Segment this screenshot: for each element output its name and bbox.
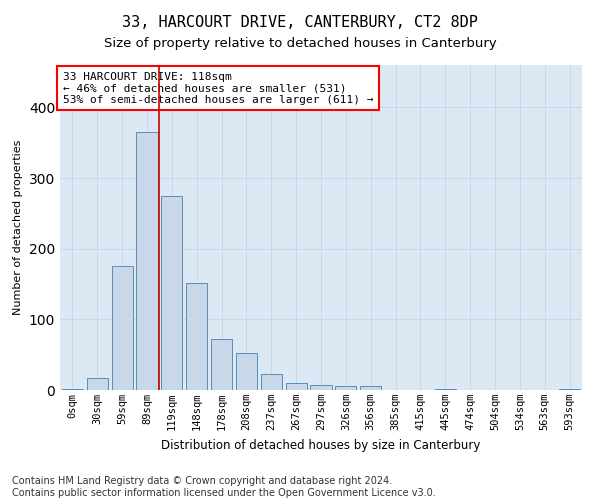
Bar [87, 378, 108, 390]
Bar [261, 374, 282, 390]
Bar [136, 132, 158, 390]
Bar [360, 386, 381, 390]
Bar [559, 388, 580, 390]
Y-axis label: Number of detached properties: Number of detached properties [13, 140, 23, 315]
Text: Size of property relative to detached houses in Canterbury: Size of property relative to detached ho… [104, 38, 496, 51]
Text: Contains HM Land Registry data © Crown copyright and database right 2024.
Contai: Contains HM Land Registry data © Crown c… [12, 476, 436, 498]
Bar [286, 383, 307, 390]
Bar [186, 282, 207, 390]
Bar [62, 388, 83, 390]
Bar [211, 339, 232, 390]
Bar [161, 196, 182, 390]
Bar [310, 385, 332, 390]
Text: 33 HARCOURT DRIVE: 118sqm
← 46% of detached houses are smaller (531)
53% of semi: 33 HARCOURT DRIVE: 118sqm ← 46% of detac… [62, 72, 373, 104]
Bar [236, 352, 257, 390]
Text: 33, HARCOURT DRIVE, CANTERBURY, CT2 8DP: 33, HARCOURT DRIVE, CANTERBURY, CT2 8DP [122, 15, 478, 30]
Bar [335, 386, 356, 390]
Bar [435, 388, 456, 390]
Bar [112, 266, 133, 390]
X-axis label: Distribution of detached houses by size in Canterbury: Distribution of detached houses by size … [161, 438, 481, 452]
